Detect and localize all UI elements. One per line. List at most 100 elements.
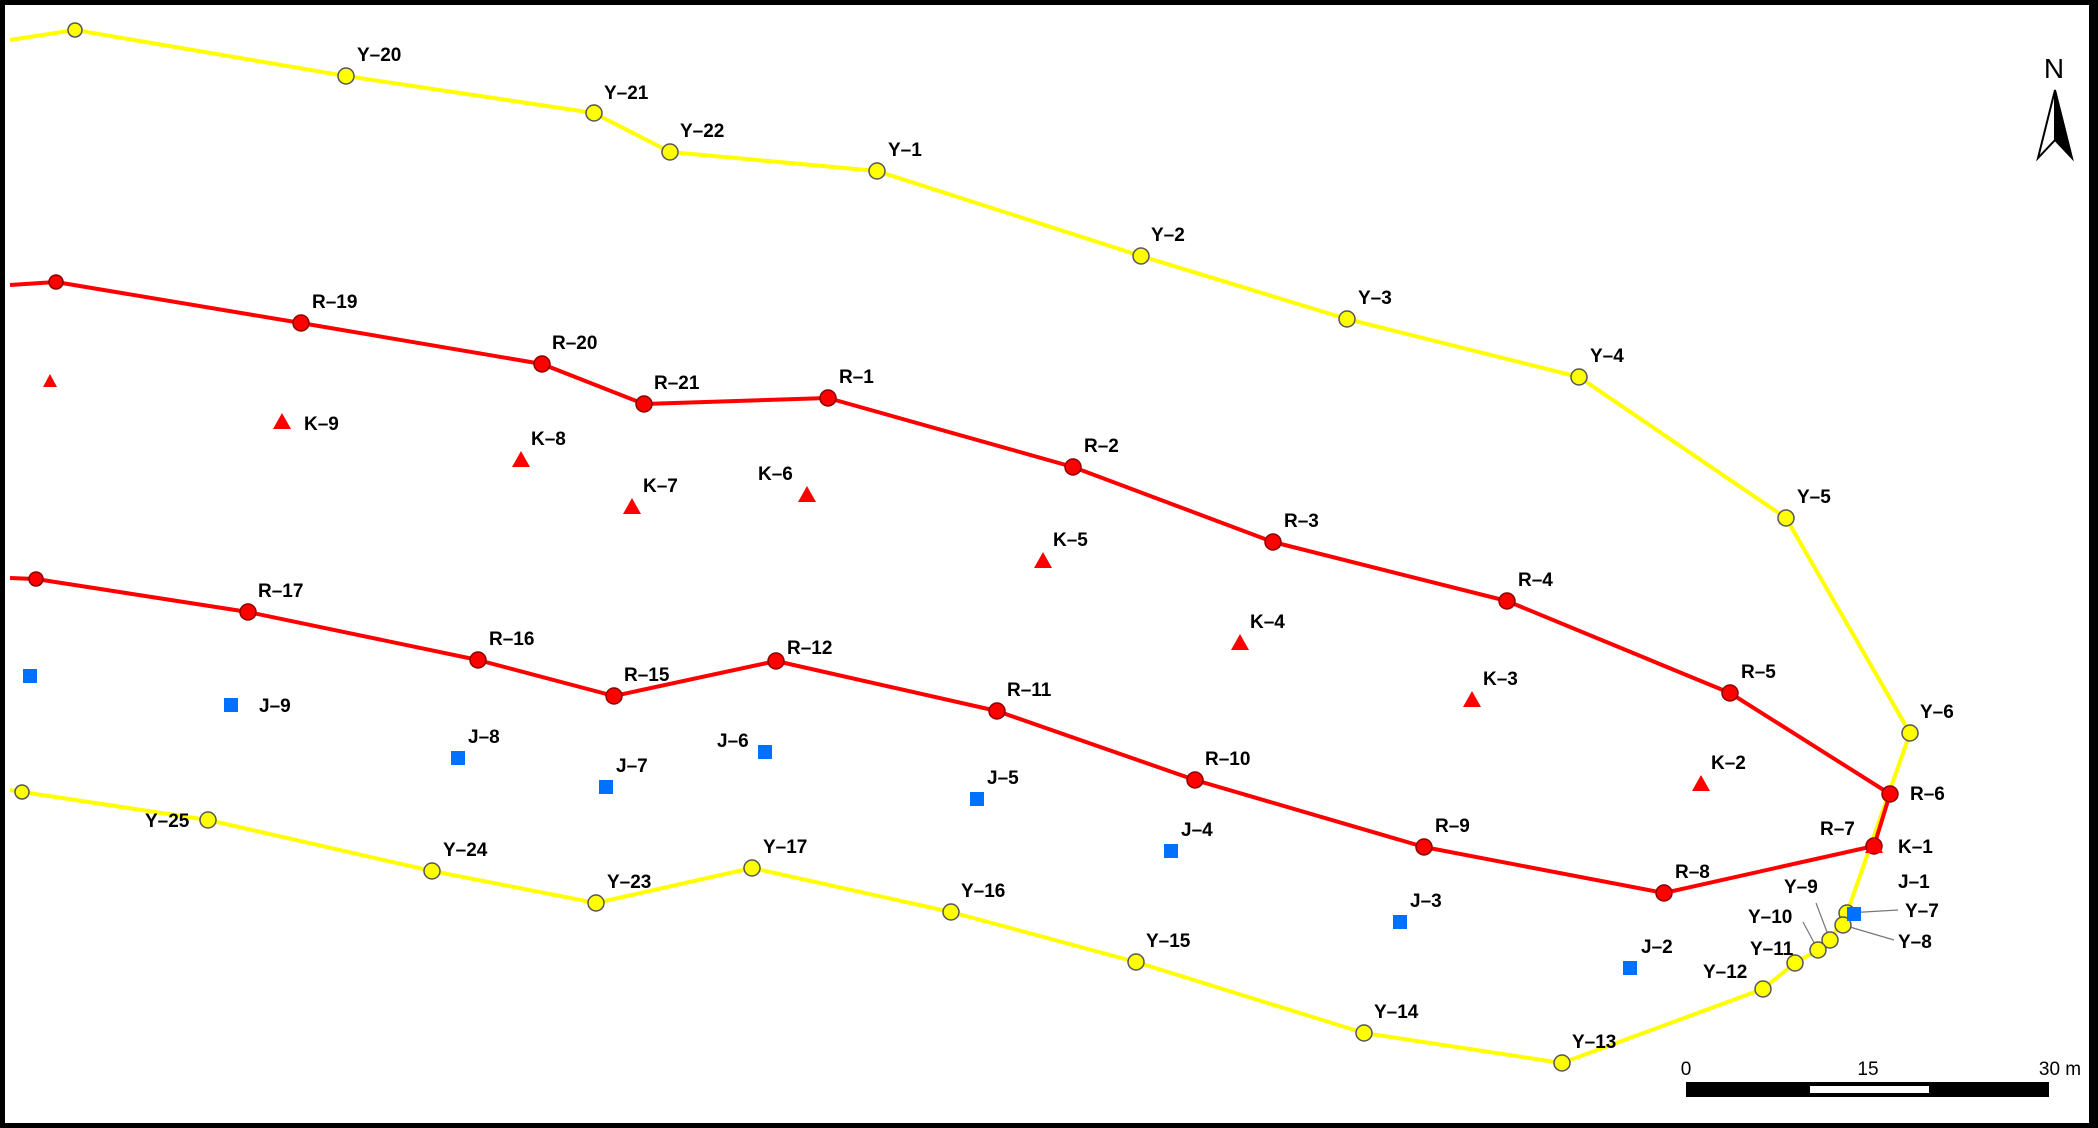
- red-point-label-r-10: R–10: [1205, 749, 1250, 770]
- k-point-label-k-3: K–3: [1483, 669, 1518, 690]
- yellow-point-label-y-10: Y–10: [1748, 907, 1792, 928]
- k-point-k-3: [1463, 691, 1481, 707]
- j-point-j-4: [1164, 844, 1178, 858]
- red-point-label-r-3: R–3: [1284, 511, 1319, 532]
- red-point-label-r-19: R–19: [312, 292, 357, 313]
- k-point-label-k-7: K–7: [643, 476, 678, 497]
- yellow-point-y-6: [1901, 724, 1919, 742]
- j-point-j-8: [451, 751, 465, 765]
- scale-label-30: 30 m: [2039, 1059, 2081, 1080]
- red-point-r-20: [533, 355, 551, 373]
- yellow-point-y-2: [1132, 247, 1150, 265]
- k-point-label-k-5: K–5: [1053, 530, 1088, 551]
- north-arrow-left-half: [2036, 89, 2056, 162]
- scale-bar: 0 15 30 m: [1681, 1059, 2081, 1097]
- k-point-label-k-9: K–9: [304, 414, 339, 435]
- yellow-point-y-13: [1553, 1054, 1571, 1072]
- yellow-point-y-4: [1570, 368, 1588, 386]
- yellow-point-y-5: [1777, 509, 1795, 527]
- j-point-j-1: [1847, 907, 1861, 921]
- red-point-label-r-4: R–4: [1518, 570, 1553, 591]
- j-point-label-j-7: J–7: [616, 756, 648, 777]
- red-point-label-r-16: R–16: [489, 629, 534, 650]
- red-point-label-r-17: R–17: [258, 581, 303, 602]
- red-point-label-r-12: R–12: [787, 638, 832, 659]
- yellow-point-label-y-4: Y–4: [1590, 346, 1624, 367]
- j-point-j-5: [970, 792, 984, 806]
- red-point-r-12: [767, 652, 785, 670]
- k-point-k-9: [273, 413, 291, 429]
- yellow-point-label-y-9: Y–9: [1784, 877, 1818, 898]
- red-point-r-6: [1881, 785, 1899, 803]
- red-point-r-8: [1655, 884, 1673, 902]
- j-point-j-7: [599, 780, 613, 794]
- j-point-j-3: [1393, 915, 1407, 929]
- j-point-label-j-2: J–2: [1641, 937, 1673, 958]
- yellow-point-label-y-20: Y–20: [357, 45, 401, 66]
- yellow-point-y-22: [661, 143, 679, 161]
- red-point-label-r-20: R–20: [552, 333, 597, 354]
- k-point-edge: [43, 374, 57, 387]
- k-point-k-1: [1865, 837, 1883, 853]
- yellow-point-label-y-3: Y–3: [1358, 288, 1392, 309]
- red-point-r-15: [605, 687, 623, 705]
- yellow-point-y-14: [1355, 1024, 1373, 1042]
- yellow-point-label-y-5: Y–5: [1797, 487, 1831, 508]
- yellow-point-y-20: [337, 67, 355, 85]
- yellow-point-label-y-15: Y–15: [1146, 931, 1191, 952]
- yellow-point-label-y-6: Y–6: [1920, 702, 1954, 723]
- k-point-k-7: [623, 498, 641, 514]
- red-point-label-r-5: R–5: [1741, 662, 1776, 683]
- yellow-point-edge: [14, 784, 30, 800]
- j-point-label-j-1: J–1: [1898, 872, 1930, 893]
- red-point-label-r-15: R–15: [624, 665, 670, 686]
- k-point-k-4: [1231, 634, 1249, 650]
- yellow-point-label-y-22: Y–22: [680, 121, 724, 142]
- yellow-point-label-y-14: Y–14: [1374, 1002, 1419, 1023]
- yellow-point-y-15: [1127, 953, 1145, 971]
- yellow-point-label-y-25: Y–25: [145, 811, 190, 832]
- k-point-label-k-1: K–1: [1898, 837, 1933, 858]
- north-arrow-right-half: [2054, 89, 2074, 162]
- yellow-point-y-12: [1754, 980, 1772, 998]
- yellow-point-y-3: [1338, 310, 1356, 328]
- red-point-r-2: [1064, 458, 1082, 476]
- k-point-label-k-4: K–4: [1250, 612, 1285, 633]
- scale-label-15: 15: [1857, 1059, 1878, 1080]
- leader-line-y-8: [1842, 924, 1895, 941]
- yellow-point-y-11: [1786, 954, 1804, 972]
- yellow-point-label-y-13: Y–13: [1572, 1032, 1616, 1053]
- red-point-label-r-11: R–11: [1007, 680, 1052, 701]
- red-point-r-5: [1721, 684, 1739, 702]
- yellow-point-y-16: [942, 903, 960, 921]
- yellow-point-label-y-7: Y–7: [1905, 901, 1939, 922]
- yellow-point-label-y-17: Y–17: [763, 837, 807, 858]
- j-point-j-9: [224, 698, 238, 712]
- k-point-label-k-6: K–6: [758, 464, 793, 485]
- north-label: N: [2044, 53, 2064, 84]
- yellow-point-y-25: [199, 811, 217, 829]
- yellow-point-label-y-11: Y–11: [1750, 939, 1794, 960]
- red-point-label-r-2: R–2: [1084, 436, 1119, 457]
- k-point-label-k-2: K–2: [1711, 753, 1746, 774]
- yellow-point-label-y-16: Y–16: [961, 881, 1005, 902]
- k-point-k-5: [1034, 552, 1052, 568]
- red-point-r-11: [988, 702, 1006, 720]
- red-point-r-19: [292, 314, 310, 332]
- yellow-point-y-21: [585, 104, 603, 122]
- k-point-k-6: [798, 486, 816, 502]
- red-point-r-3: [1264, 533, 1282, 551]
- yellow-line-south: [9, 788, 1849, 1065]
- red-point-label-r-7: R–7: [1820, 819, 1855, 840]
- red-point-r-9: [1415, 838, 1433, 856]
- red-point-label-r-6: R–6: [1910, 784, 1945, 805]
- red-point-r-4: [1498, 592, 1516, 610]
- j-point-edge: [23, 669, 37, 683]
- yellow-point-label-y-8: Y–8: [1898, 932, 1932, 953]
- red-point-label-r-21: R–21: [654, 373, 700, 394]
- k-point-label-k-8: K–8: [531, 429, 566, 450]
- red-point-edge: [48, 274, 64, 290]
- yellow-point-edge: [67, 22, 83, 38]
- yellow-point-y-17: [743, 859, 761, 877]
